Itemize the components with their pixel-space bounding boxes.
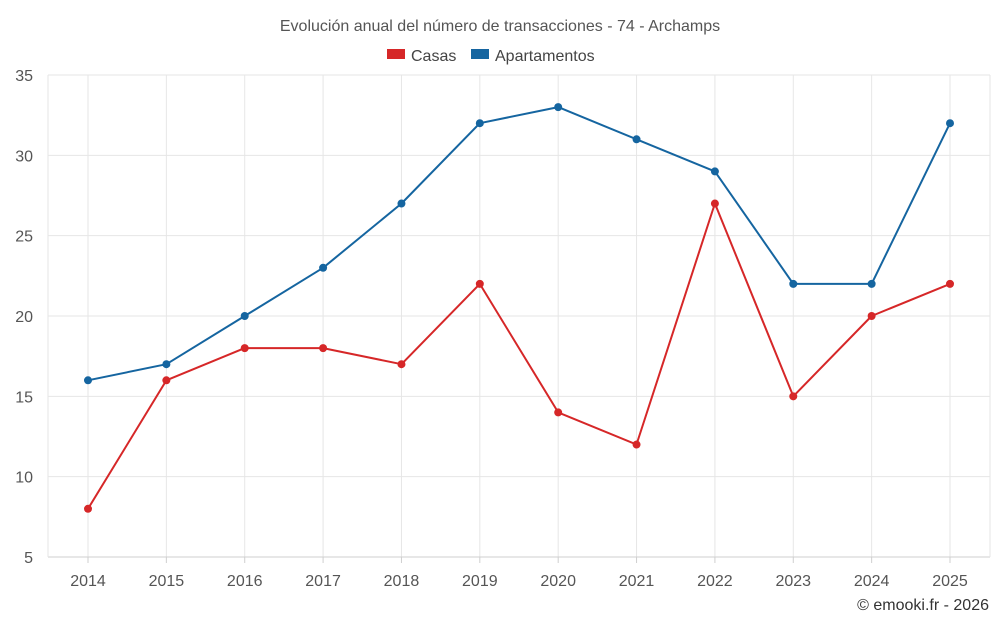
data-point-apartamentos[interactable] bbox=[397, 199, 406, 208]
x-tick-label: 2020 bbox=[540, 573, 576, 590]
y-tick-label: 10 bbox=[15, 470, 33, 487]
data-point-apartamentos[interactable] bbox=[319, 263, 328, 272]
x-tick-label: 2014 bbox=[70, 573, 106, 590]
legend-swatch-apartamentos bbox=[471, 49, 489, 59]
y-tick-label: 30 bbox=[15, 148, 33, 165]
data-point-casas[interactable] bbox=[319, 344, 328, 353]
y-tick-label: 15 bbox=[15, 389, 33, 406]
data-point-casas[interactable] bbox=[397, 360, 406, 369]
x-tick-label: 2016 bbox=[227, 573, 263, 590]
data-point-apartamentos[interactable] bbox=[789, 279, 798, 288]
chart-title: Evolución anual del número de transaccio… bbox=[280, 18, 720, 35]
data-point-apartamentos[interactable] bbox=[240, 312, 249, 320]
credit-text: © emooki.fr - 2026 bbox=[857, 597, 989, 614]
x-tick-label: 2017 bbox=[305, 573, 341, 590]
series-line-casas bbox=[87, 202, 951, 510]
data-point-apartamentos[interactable] bbox=[162, 360, 171, 369]
legend-swatch-casas bbox=[387, 49, 405, 59]
x-tick-label: 2019 bbox=[462, 573, 498, 590]
data-point-casas[interactable] bbox=[84, 504, 92, 513]
series-layer bbox=[84, 103, 954, 513]
data-point-apartamentos[interactable] bbox=[475, 119, 484, 128]
series-line-apartamentos bbox=[87, 106, 951, 382]
data-point-apartamentos[interactable] bbox=[554, 103, 563, 112]
legend: Casas Apartamentos bbox=[387, 48, 595, 65]
y-tick-label: 35 bbox=[15, 68, 33, 85]
grid-layer bbox=[48, 74, 990, 557]
data-point-casas[interactable] bbox=[946, 279, 954, 288]
data-point-casas[interactable] bbox=[632, 440, 641, 449]
x-tick-label: 2021 bbox=[619, 573, 655, 590]
data-point-casas[interactable] bbox=[162, 376, 171, 385]
data-point-casas[interactable] bbox=[554, 408, 563, 417]
data-point-casas[interactable] bbox=[475, 279, 484, 288]
x-tick-label: 2024 bbox=[854, 573, 890, 590]
data-point-apartamentos[interactable] bbox=[84, 376, 92, 385]
data-point-casas[interactable] bbox=[240, 344, 249, 353]
x-tick-label: 2018 bbox=[384, 573, 420, 590]
data-point-apartamentos[interactable] bbox=[632, 135, 641, 144]
data-point-casas[interactable] bbox=[867, 312, 876, 320]
x-tick-label: 2015 bbox=[149, 573, 185, 590]
y-tick-label: 5 bbox=[24, 550, 33, 567]
legend-label-casas[interactable]: Casas bbox=[411, 48, 456, 65]
x-tick-label: 2023 bbox=[775, 573, 811, 590]
data-point-casas[interactable] bbox=[710, 199, 719, 208]
y-tick-label: 25 bbox=[15, 229, 33, 246]
x-tick-label: 2025 bbox=[932, 573, 968, 590]
y-tick-label: 20 bbox=[15, 309, 33, 326]
x-tick-label: 2022 bbox=[697, 573, 733, 590]
data-point-apartamentos[interactable] bbox=[710, 167, 719, 176]
data-point-apartamentos[interactable] bbox=[946, 119, 954, 128]
legend-label-apartamentos[interactable]: Apartamentos bbox=[495, 48, 595, 65]
data-point-casas[interactable] bbox=[789, 392, 798, 401]
data-point-apartamentos[interactable] bbox=[867, 279, 876, 288]
